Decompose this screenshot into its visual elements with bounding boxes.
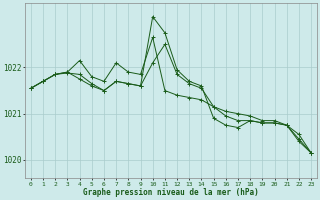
X-axis label: Graphe pression niveau de la mer (hPa): Graphe pression niveau de la mer (hPa) [83, 188, 259, 197]
